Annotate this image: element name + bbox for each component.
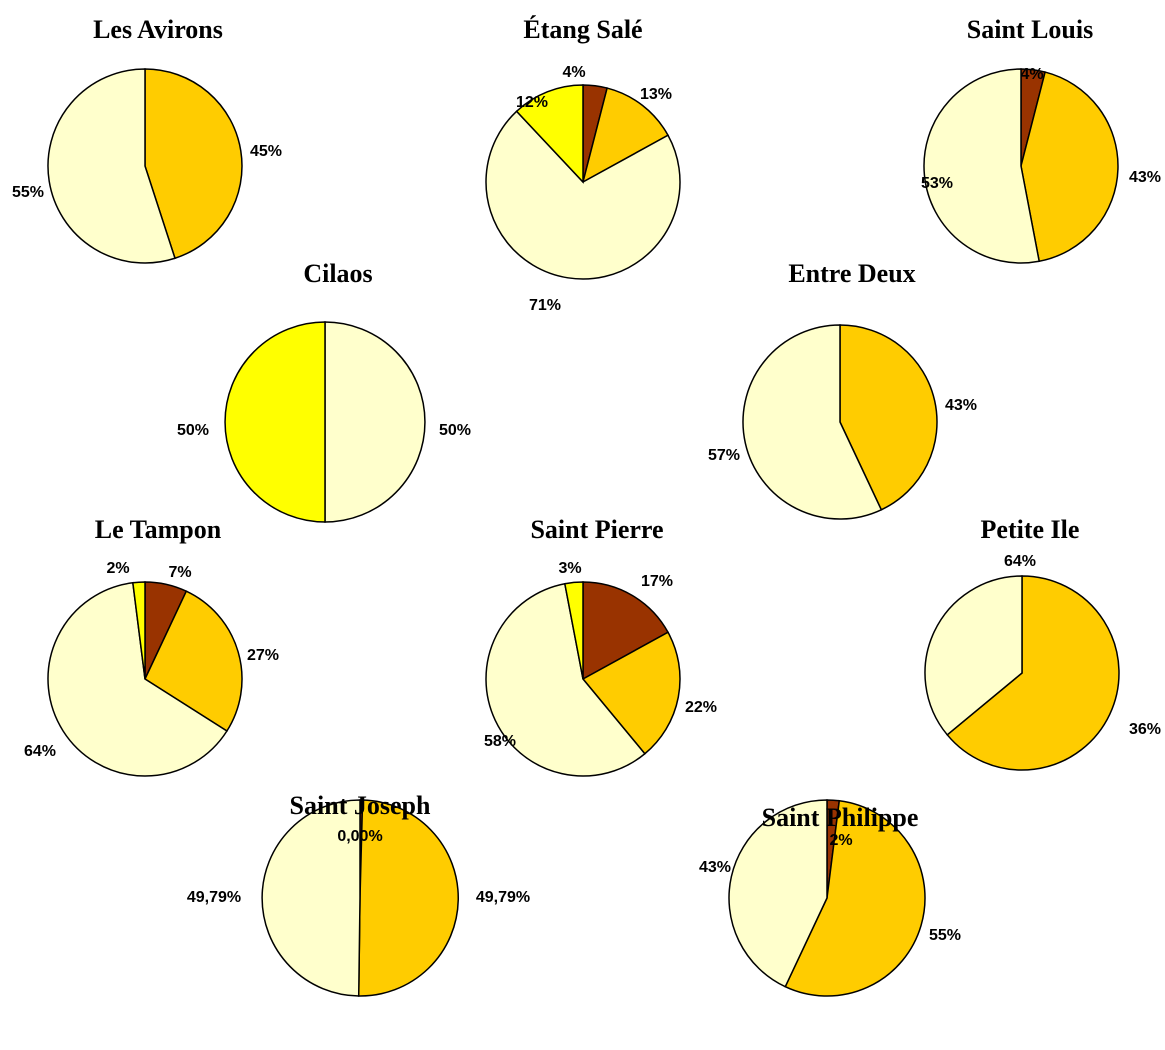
pie-slice-les-avirons-1 [47, 68, 176, 264]
pie-label-le-tampon-0: 7% [168, 564, 191, 581]
pie-label-etang-sale-0: 4% [562, 64, 585, 81]
pie-label-etang-sale-3: 12% [516, 94, 548, 111]
pie-title-entre-deux: Entre Deux [788, 259, 915, 288]
pie-chart-les-avirons: Les Avirons 45% 55% [12, 15, 282, 264]
pie-slice-entre-deux-0 [839, 324, 938, 511]
pie-slice-saint-pierre-0 [582, 581, 670, 681]
pie-chart-petite-ile: Petite Ile 64% 36% [924, 515, 1161, 771]
pie-chart-entre-deux: Entre Deux 43% 57% [708, 259, 977, 520]
pie-label-saint-louis-1: 43% [1129, 169, 1161, 186]
pie-label-etang-sale-2: 71% [529, 297, 561, 314]
pie-slice-saint-joseph-1 [357, 799, 459, 997]
pie-slice-les-avirons-0 [144, 68, 243, 260]
pie-slice-petite-ile-1 [924, 575, 1023, 736]
pie-label-saint-pierre-0: 17% [641, 573, 673, 590]
pie-slice-saint-pierre-3 [563, 581, 584, 680]
pie-label-cilaos-0: 50% [439, 422, 471, 439]
pie-label-saint-philippe-1: 55% [929, 927, 961, 944]
pie-slice-cilaos-0 [324, 321, 426, 523]
pie-label-saint-louis-0: 4% [1020, 66, 1043, 83]
pie-title-saint-pierre: Saint Pierre [530, 515, 663, 544]
pie-chart-le-tampon: Le Tampon 7% 27% 64% 2% [24, 515, 279, 777]
pie-chart-saint-pierre: Saint Pierre 17% 22% 58% 3% [484, 515, 717, 777]
pie-label-petite-ile-0: 64% [1004, 553, 1036, 570]
pie-slice-saint-pierre-2 [485, 582, 646, 777]
pie-slice-saint-philippe-2 [728, 799, 828, 988]
pie-label-cilaos-1: 50% [177, 422, 209, 439]
pie-slice-le-tampon-2 [47, 581, 228, 777]
pie-title-etang-sale: Étang Salé [523, 15, 642, 44]
pie-slice-saint-louis-2 [923, 68, 1041, 264]
pie-chart-saint-joseph: Saint Joseph 0,00% 49,79% 49,79% [187, 791, 530, 997]
pie-chart-cilaos: Cilaos 50% 50% [177, 259, 471, 523]
pie-slice-etang-sale-2 [485, 110, 681, 280]
pie-label-etang-sale-1: 13% [640, 86, 672, 103]
pie-slice-saint-joseph-2 [261, 799, 361, 997]
pie-slice-cilaos-1 [224, 321, 326, 523]
pie-label-entre-deux-0: 43% [945, 397, 977, 414]
pie-label-saint-philippe-2: 43% [699, 859, 731, 876]
pie-label-entre-deux-1: 57% [708, 447, 740, 464]
pie-slice-entre-deux-1 [742, 324, 883, 520]
pie-label-saint-joseph-2: 49,79% [187, 889, 241, 906]
pie-label-petite-ile-1: 36% [1129, 721, 1161, 738]
pie-title-cilaos: Cilaos [303, 259, 372, 288]
pie-chart-etang-sale: Étang Salé 4% 13% 71% 12% [485, 15, 681, 314]
pie-title-les-avirons: Les Avirons [93, 15, 223, 44]
pie-label-saint-joseph-0: 0,00% [337, 828, 382, 845]
pie-title-saint-joseph: Saint Joseph [290, 791, 431, 820]
pie-slice-saint-philippe-1 [784, 799, 926, 997]
pie-slice-saint-louis-1 [1020, 71, 1119, 263]
pie-label-saint-pierre-2: 58% [484, 733, 516, 750]
pie-label-le-tampon-2: 64% [24, 743, 56, 760]
pie-label-saint-louis-2: 53% [921, 175, 953, 192]
pie-title-petite-ile: Petite Ile [981, 515, 1080, 544]
pie-title-saint-louis: Saint Louis [967, 15, 1093, 44]
pie-label-les-avirons-0: 45% [250, 143, 282, 160]
pie-label-les-avirons-1: 55% [12, 184, 44, 201]
pie-title-saint-philippe: Saint Philippe [762, 803, 919, 832]
pie-label-le-tampon-3: 2% [106, 560, 129, 577]
pie-slice-saint-pierre-1 [581, 631, 681, 755]
pie-label-le-tampon-1: 27% [247, 647, 279, 664]
pie-slice-le-tampon-1 [144, 590, 243, 733]
pie-label-saint-philippe-0: 2% [829, 832, 852, 849]
pie-chart-saint-louis: Saint Louis 4% 43% 53% [921, 15, 1161, 264]
pie-slice-petite-ile-0 [946, 575, 1120, 771]
pie-title-le-tampon: Le Tampon [95, 515, 222, 544]
pie-slice-etang-sale-1 [581, 87, 670, 184]
pie-label-saint-pierre-1: 22% [685, 699, 717, 716]
pie-label-saint-pierre-3: 3% [558, 560, 581, 577]
pie-label-saint-joseph-1: 49,79% [476, 889, 530, 906]
pie-slice-etang-sale-3 [515, 84, 584, 184]
pie-slice-le-tampon-3 [132, 581, 146, 680]
